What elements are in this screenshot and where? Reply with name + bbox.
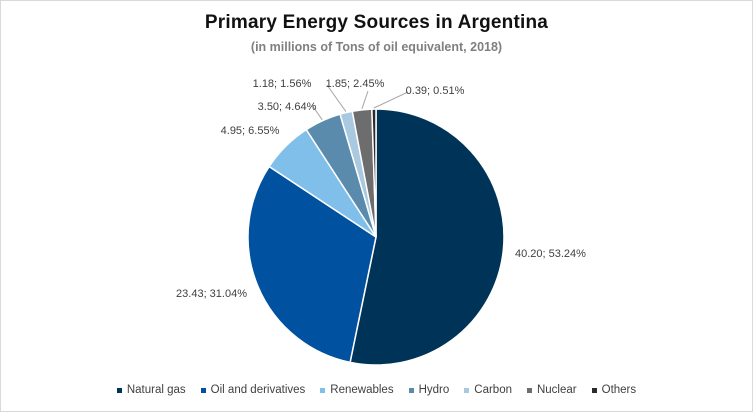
data-label: 1.18; 1.56% bbox=[253, 78, 312, 90]
legend-item: Hydro bbox=[408, 384, 450, 396]
data-label: 0.39; 0.51% bbox=[406, 85, 465, 97]
data-label: 40.20; 53.24% bbox=[515, 248, 586, 260]
legend-swatch bbox=[320, 387, 326, 393]
pie-slice-oil-and-derivatives bbox=[247, 165, 377, 364]
legend-swatch bbox=[464, 387, 470, 393]
legend-swatch bbox=[200, 387, 206, 393]
chart-subtitle: (in millions of Tons of oil equivalent, … bbox=[250, 40, 503, 54]
legend-label: Carbon bbox=[474, 384, 512, 396]
legend-label: Nuclear bbox=[536, 384, 577, 396]
data-label: 23.43; 31.04% bbox=[176, 288, 247, 300]
legend-swatch bbox=[116, 387, 122, 393]
legend-swatch bbox=[591, 387, 597, 393]
legend-item: Natural gas bbox=[116, 384, 186, 396]
legend-item: Renewables bbox=[320, 384, 394, 396]
legend-item: Carbon bbox=[464, 384, 512, 396]
pie-slices bbox=[247, 108, 505, 366]
data-labels: 40.20; 53.24% 23.43; 31.04% 4.95; 6.55% 3.5… bbox=[176, 78, 586, 300]
leader-line bbox=[311, 104, 323, 121]
data-label: 4.95; 6.55% bbox=[221, 125, 280, 137]
legend-item: Oil and derivatives bbox=[200, 384, 306, 396]
data-label: 1.85; 2.45% bbox=[326, 78, 385, 90]
legend-item: Nuclear bbox=[526, 384, 577, 396]
legend-label: Oil and derivatives bbox=[210, 384, 306, 396]
chart-legend: Natural gas Oil and derivatives Renewables… bbox=[0, 384, 753, 396]
legend-label: Natural gas bbox=[126, 384, 186, 396]
leader-lines bbox=[311, 84, 409, 121]
legend-label: Others bbox=[601, 384, 637, 396]
legend-swatch bbox=[526, 387, 532, 393]
leader-line bbox=[361, 90, 369, 109]
chart-title: Primary Energy Sources in Argentina bbox=[204, 12, 549, 33]
pie-slice-others bbox=[371, 108, 377, 238]
legend-swatch bbox=[408, 387, 414, 393]
data-label: 3.50; 4.64% bbox=[258, 101, 317, 113]
pie-slice-natural-gas bbox=[349, 108, 505, 366]
leader-line bbox=[373, 91, 409, 109]
legend-label: Renewables bbox=[330, 384, 394, 396]
leader-line bbox=[326, 84, 347, 112]
legend-item: Others bbox=[591, 384, 637, 396]
legend-label: Hydro bbox=[418, 384, 450, 396]
